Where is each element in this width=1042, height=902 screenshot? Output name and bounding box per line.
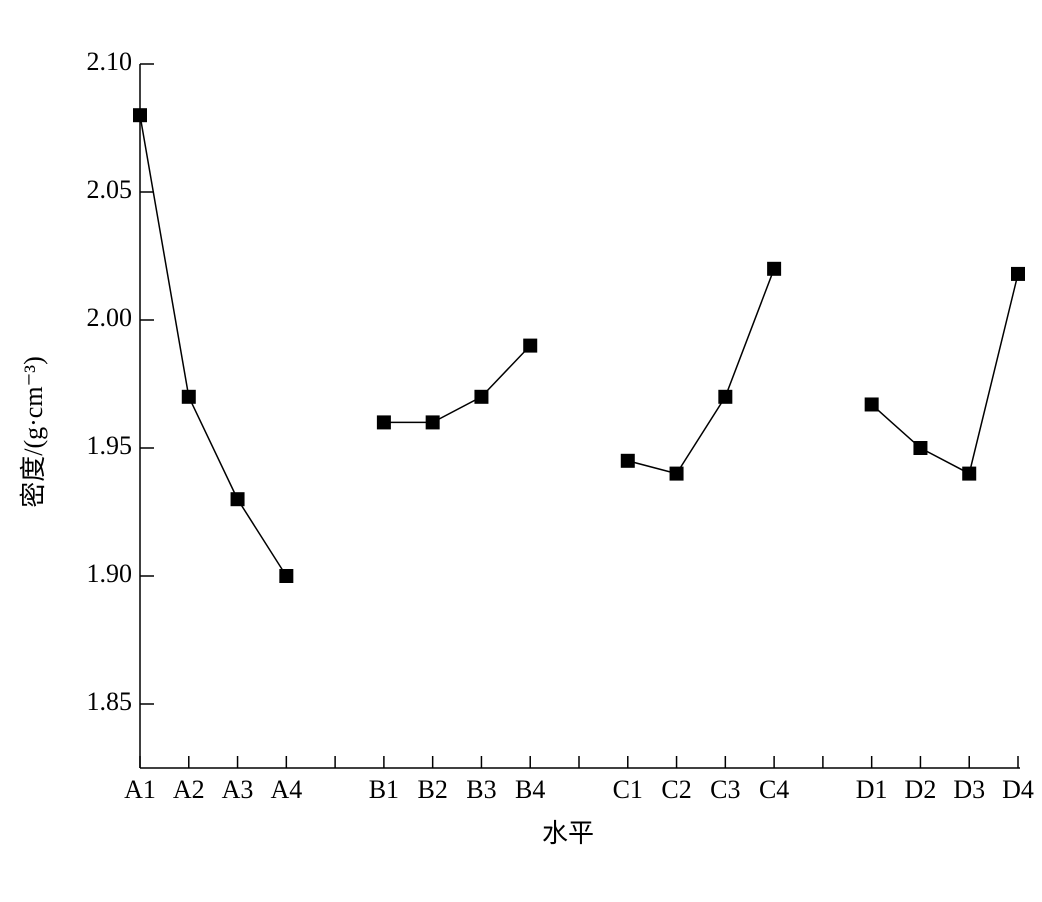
x-tick-label: B4 bbox=[515, 775, 545, 804]
marker bbox=[133, 108, 147, 123]
x-tick-label: C3 bbox=[710, 775, 740, 804]
x-tick-label: A1 bbox=[124, 775, 156, 804]
y-tick-label: 1.95 bbox=[87, 431, 133, 460]
x-tick-label: C1 bbox=[613, 775, 643, 804]
x-tick-label: A4 bbox=[270, 775, 302, 804]
marker bbox=[1011, 266, 1025, 281]
x-tick-label: B3 bbox=[466, 775, 496, 804]
marker bbox=[279, 569, 294, 583]
marker bbox=[425, 415, 440, 430]
marker bbox=[181, 389, 196, 404]
marker bbox=[767, 261, 782, 276]
marker bbox=[669, 466, 684, 481]
marker bbox=[962, 466, 977, 481]
x-tick-label: C2 bbox=[661, 775, 691, 804]
x-axis-label: 水平 bbox=[542, 819, 594, 848]
y-tick-label: 2.05 bbox=[87, 175, 133, 204]
series-line bbox=[139, 115, 1019, 577]
marker bbox=[620, 453, 635, 468]
x-tick-label: A2 bbox=[173, 775, 205, 804]
x-tick-label: C4 bbox=[759, 775, 789, 804]
y-tick-label: 1.85 bbox=[87, 687, 133, 716]
marker bbox=[523, 338, 538, 353]
x-tick-label: B2 bbox=[417, 775, 447, 804]
x-tick-label: A3 bbox=[222, 775, 254, 804]
marker bbox=[376, 415, 391, 430]
marker bbox=[474, 389, 489, 404]
marker bbox=[864, 397, 879, 412]
x-tick-label: B1 bbox=[369, 775, 399, 804]
y-axis-label: 密度/(g·cm⁻³) bbox=[19, 356, 48, 507]
y-tick-label: 2.10 bbox=[87, 47, 133, 76]
x-tick-label: D1 bbox=[856, 775, 888, 804]
y-tick-label: 1.90 bbox=[87, 559, 133, 588]
y-tick-label: 2.00 bbox=[87, 303, 133, 332]
marker bbox=[913, 441, 928, 455]
x-tick-label: D3 bbox=[953, 775, 985, 804]
marker bbox=[230, 492, 245, 507]
marker bbox=[718, 389, 733, 404]
x-tick-label: D2 bbox=[905, 775, 937, 804]
x-tick-label: D4 bbox=[1002, 775, 1034, 804]
